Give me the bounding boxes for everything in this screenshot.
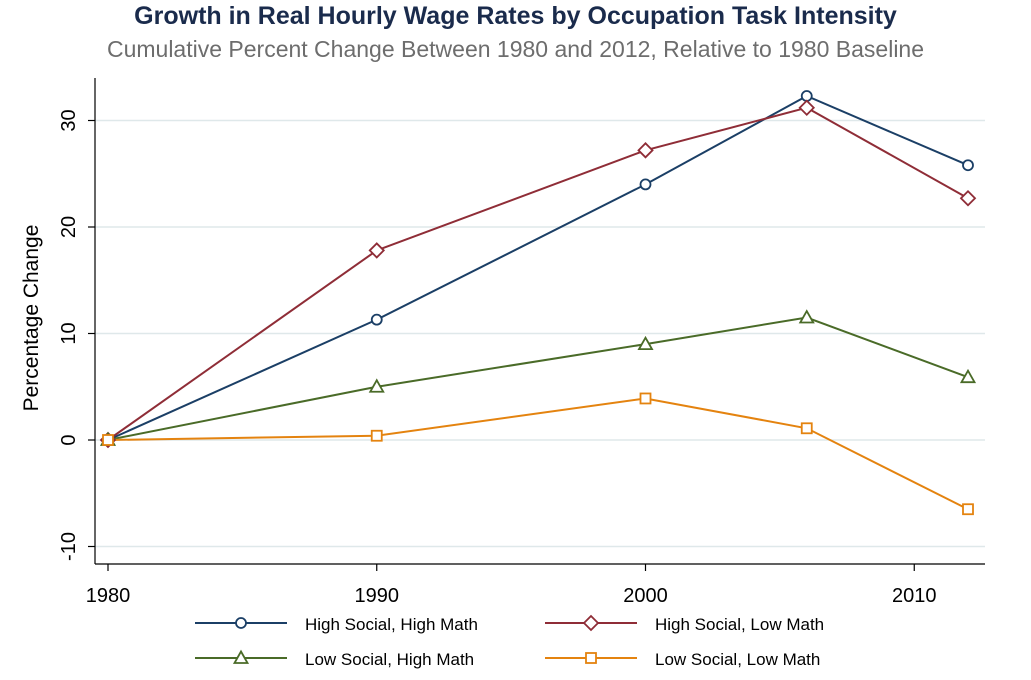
data-point	[370, 313, 383, 326]
data-point	[368, 242, 386, 259]
data-point	[800, 422, 813, 435]
data-point	[798, 309, 815, 324]
data-point	[798, 99, 816, 116]
series-line-1	[107, 106, 969, 441]
x-tick-label: 1980	[86, 585, 131, 607]
legend-item: High Social, Low Math	[545, 614, 824, 634]
legend-marker	[582, 614, 600, 632]
data-point	[959, 368, 977, 384]
chart-subtitle: Cumulative Percent Change Between 1980 a…	[106, 36, 925, 62]
legend-marker	[232, 649, 250, 664]
legend-label: Low Social, Low Math	[655, 650, 820, 669]
data-point	[962, 159, 974, 172]
legend-label: Low Social, High Math	[305, 650, 474, 669]
y-tick-label: 20	[58, 216, 80, 238]
data-point	[368, 378, 385, 393]
series-line-2	[107, 316, 969, 441]
data-point	[959, 189, 977, 207]
data-point	[962, 503, 974, 516]
data-point	[639, 392, 652, 405]
y-axis-title: Percentage Change	[20, 225, 43, 412]
legend-label: High Social, High Math	[305, 615, 478, 634]
series-line-0	[107, 94, 969, 441]
y-tick-label: 30	[58, 109, 80, 131]
y-tick-label: 0	[58, 434, 80, 445]
legend-marker	[235, 617, 247, 629]
legend-marker	[585, 652, 597, 664]
legend-item: Low Social, High Math	[195, 649, 474, 669]
x-tick-label: 2010	[892, 585, 937, 607]
x-tick-label: 1990	[355, 585, 400, 607]
y-tick-label: -10	[58, 532, 80, 561]
data-point	[637, 142, 654, 159]
legend-item: Low Social, Low Math	[545, 650, 820, 669]
legend-item: High Social, High Math	[195, 615, 478, 634]
data-point	[102, 434, 114, 446]
data-point	[637, 335, 654, 351]
data-point	[639, 178, 652, 191]
legend-label: High Social, Low Math	[655, 615, 824, 634]
x-tick-label: 2000	[623, 585, 668, 607]
y-tick-label: 10	[58, 322, 80, 344]
chart-title: Growth in Real Hourly Wage Rates by Occu…	[134, 2, 897, 30]
data-point	[370, 429, 383, 442]
